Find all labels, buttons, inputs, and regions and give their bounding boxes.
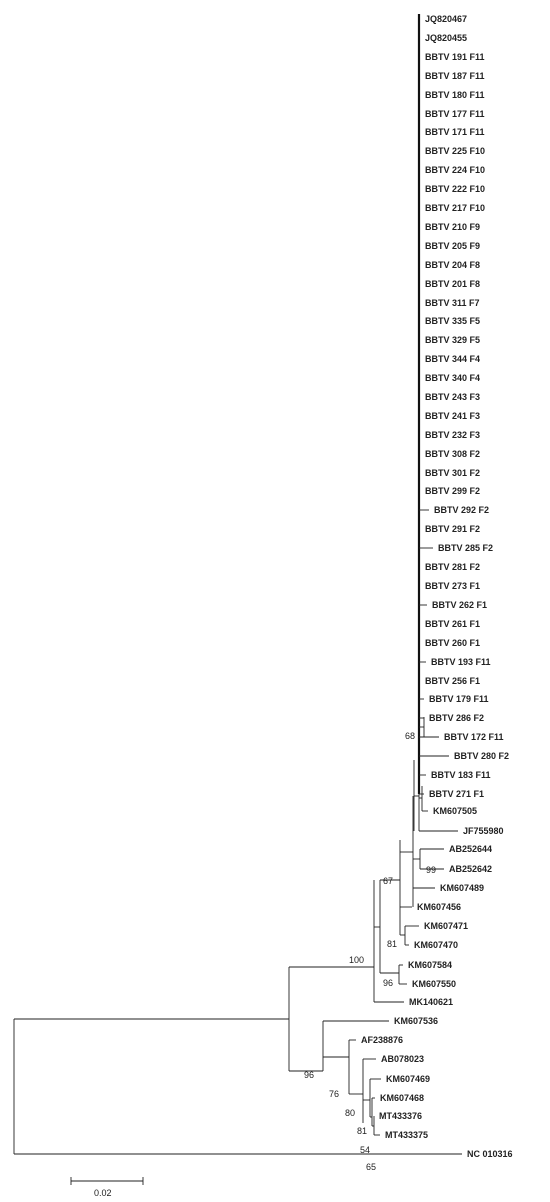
leaf-label: BBTV 273 F1: [425, 581, 480, 591]
scale-bar-label: 0.02: [94, 1188, 112, 1198]
leaf-label: BBTV 187 F11: [425, 71, 485, 81]
leaf-label: BBTV 177 F11: [425, 109, 485, 119]
leaf-label: BBTV 179 F11: [429, 694, 489, 704]
leaf-label: KM607489: [440, 883, 484, 893]
leaf-label: BBTV 335 F5: [425, 316, 480, 326]
leaf-label: BBTV 241 F3: [425, 411, 480, 421]
leaf-label: BBTV 193 F11: [431, 657, 491, 667]
bootstrap-value: 76: [329, 1089, 339, 1099]
leaf-label: JF755980: [463, 826, 504, 836]
leaf-label: BBTV 180 F11: [425, 90, 485, 100]
bootstrap-value: 81: [387, 939, 397, 949]
leaf-label: MK140621: [409, 997, 453, 1007]
leaf-label: BBTV 344 F4: [425, 354, 480, 364]
leaf-label: AB252644: [449, 844, 492, 854]
leaf-label: BBTV 205 F9: [425, 241, 480, 251]
leaf-label: KM607505: [433, 806, 477, 816]
leaf-label: BBTV 172 F11: [444, 732, 504, 742]
leaf-label: BBTV 261 F1: [425, 619, 480, 629]
leaf-label: AB252642: [449, 864, 492, 874]
leaf-label: KM607536: [394, 1016, 438, 1026]
leaf-label: BBTV 281 F2: [425, 562, 480, 572]
leaf-label: BBTV 286 F2: [429, 713, 484, 723]
leaf-label: BBTV 271 F1: [429, 789, 484, 799]
leaf-label: BBTV 256 F1: [425, 676, 480, 686]
leaf-label: BBTV 308 F2: [425, 449, 480, 459]
bootstrap-value: 54: [360, 1145, 370, 1155]
leaf-label: JQ820467: [425, 14, 467, 24]
leaf-label: KM607468: [380, 1093, 424, 1103]
bootstrap-value: 65: [366, 1162, 376, 1172]
leaf-label: BBTV 243 F3: [425, 392, 480, 402]
leaf-label: KM607550: [412, 979, 456, 989]
leaf-label: KM607584: [408, 960, 452, 970]
bootstrap-value: 99: [426, 865, 436, 875]
bootstrap-value: 67: [383, 876, 393, 886]
leaf-label: MT433375: [385, 1130, 428, 1140]
leaf-label: BBTV 210 F9: [425, 222, 480, 232]
leaf-label: BBTV 340 F4: [425, 373, 480, 383]
leaf-label: BBTV 204 F8: [425, 260, 480, 270]
leaf-label: BBTV 232 F3: [425, 430, 480, 440]
leaf-label: BBTV 225 F10: [425, 146, 485, 156]
leaf-label: BBTV 292 F2: [434, 505, 489, 515]
leaf-label: MT433376: [379, 1111, 422, 1121]
leaf-label: BBTV 260 F1: [425, 638, 480, 648]
leaf-label: BBTV 224 F10: [425, 165, 485, 175]
leaf-label: KM607456: [417, 902, 461, 912]
leaf-label: KM607469: [386, 1074, 430, 1084]
leaf-label: BBTV 262 F1: [432, 600, 487, 610]
leaf-label: AF238876: [361, 1035, 403, 1045]
leaf-label: BBTV 201 F8: [425, 279, 480, 289]
leaf-label: BBTV 217 F10: [425, 203, 485, 213]
bootstrap-value: 80: [345, 1108, 355, 1118]
leaf-label: KM607470: [414, 940, 458, 950]
scale-bar: 0.02: [70, 1177, 144, 1198]
leaf-label: KM607471: [424, 921, 468, 931]
leaf-label: NC 010316: [467, 1149, 513, 1159]
leaf-label: BBTV 311 F7: [425, 298, 480, 308]
leaf-label: BBTV 183 F11: [431, 770, 491, 780]
bootstrap-value: 68: [405, 731, 415, 741]
bootstrap-value: 100: [349, 955, 364, 965]
leaf-labels: JQ820467 JQ820455 BBTV 191 F11 BBTV 187 F11…: [361, 14, 513, 1159]
leaf-label: AB078023: [381, 1054, 424, 1064]
leaf-label: BBTV 285 F2: [438, 543, 493, 553]
leaf-label: BBTV 222 F10: [425, 184, 485, 194]
leaf-label: BBTV 171 F11: [425, 127, 485, 137]
leaf-label: BBTV 301 F2: [425, 468, 480, 478]
bootstrap-value: 96: [304, 1070, 314, 1080]
leaf-label: BBTV 329 F5: [425, 335, 480, 345]
leaf-label: JQ820455: [425, 33, 467, 43]
bootstrap-value: 96: [383, 978, 393, 988]
bootstrap-value: 81: [357, 1126, 367, 1136]
leaf-label: BBTV 299 F2: [425, 486, 480, 496]
leaf-label: BBTV 191 F11: [425, 52, 485, 62]
tree-branches: [13, 14, 462, 1155]
leaf-label: BBTV 291 F2: [425, 524, 480, 534]
leaf-label: BBTV 280 F2: [454, 751, 509, 761]
